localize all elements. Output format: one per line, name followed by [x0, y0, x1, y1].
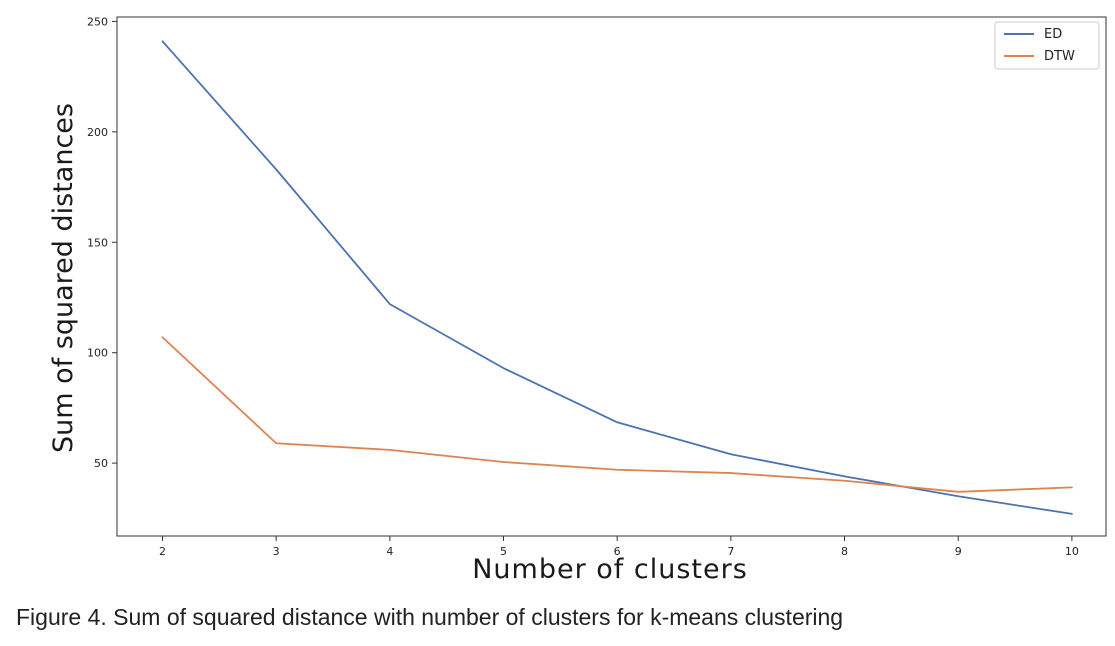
x-tick-label: 5 — [500, 545, 507, 558]
x-tick-label: 9 — [955, 545, 962, 558]
x-tick-label: 2 — [159, 545, 166, 558]
legend: ED DTW — [994, 21, 1100, 70]
legend-label-ed: ED — [1044, 27, 1062, 42]
x-tick-label: 10 — [1065, 545, 1079, 558]
x-tick-label: 6 — [614, 545, 621, 558]
x-tick-label: 7 — [727, 545, 734, 558]
legend-label-dtw: DTW — [1044, 49, 1075, 64]
x-axis-ticks: 2 3 4 5 6 7 8 9 10 — [159, 536, 1079, 558]
x-tick-label: 8 — [841, 545, 848, 558]
y-tick-label: 150 — [87, 236, 108, 249]
series-lines — [161, 40, 1073, 515]
series-line-ed — [161, 40, 1073, 515]
line-chart: 2 3 4 5 6 7 8 9 10 50 100 150 200 250 Number of clus… — [48, 15, 1107, 585]
x-axis-label: Number of clusters — [472, 554, 748, 585]
y-tick-label: 50 — [94, 457, 108, 470]
series-line-dtw — [161, 336, 1073, 493]
y-tick-label: 100 — [87, 347, 108, 360]
x-tick-label: 3 — [273, 545, 280, 558]
y-axis-label: Sum of squared distances — [48, 103, 79, 453]
x-tick-label: 4 — [386, 545, 393, 558]
y-tick-label: 250 — [87, 15, 108, 28]
y-axis-ticks: 50 100 150 200 250 — [87, 15, 117, 470]
plot-frame — [116, 16, 1107, 537]
figure-caption: Figure 4. Sum of squared distance with n… — [16, 604, 844, 630]
y-tick-label: 200 — [87, 126, 108, 139]
